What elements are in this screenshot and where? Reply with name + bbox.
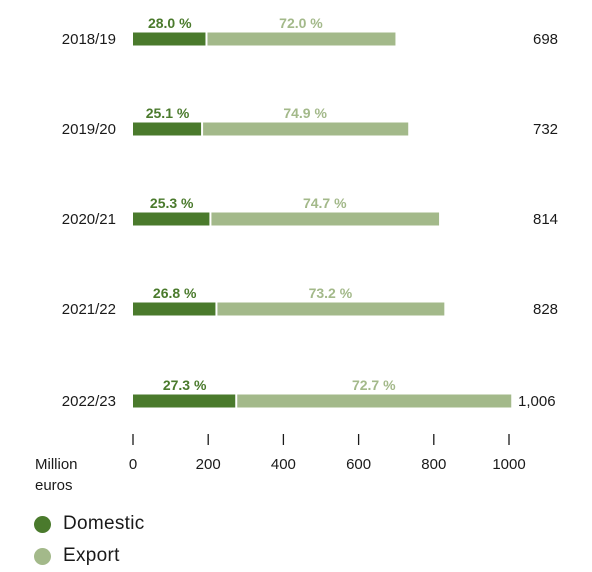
total-label-2020-21: 814 bbox=[533, 211, 558, 228]
category-label-2022-23: 2022/23 bbox=[62, 393, 116, 410]
bar-domestic-2020-21 bbox=[133, 212, 211, 226]
legend-item-domestic: Domestic bbox=[34, 508, 145, 540]
share-label-export-2022-23: 72.7 % bbox=[352, 377, 396, 393]
share-label-domestic-2021-22: 26.8 % bbox=[153, 285, 197, 301]
bar-export-2018-19 bbox=[206, 32, 396, 46]
bar-export-2021-22 bbox=[216, 302, 445, 316]
share-label-export-2019-20: 74.9 % bbox=[283, 105, 327, 121]
legend-item-export: Export bbox=[34, 540, 145, 572]
export-swatch-icon bbox=[34, 547, 51, 565]
bar-export-2019-20 bbox=[202, 122, 409, 136]
x-axis-label-line-1: Million bbox=[35, 456, 78, 473]
total-label-2022-23: 1,006 bbox=[518, 393, 556, 410]
x-tick-label-800: 800 bbox=[421, 456, 446, 473]
chart-rows: 2018/19 28.0 % 72.0 % 698 2019/20 25.1 % 74.9 … bbox=[62, 15, 558, 410]
x-axis-label-line-2: euros bbox=[35, 477, 73, 494]
bar-domestic-2019-20 bbox=[133, 122, 203, 136]
share-label-domestic-2022-23: 27.3 % bbox=[163, 377, 207, 393]
legend-label-export: Export bbox=[63, 545, 120, 566]
x-tick-label-1000: 1000 bbox=[492, 456, 525, 473]
share-label-domestic-2018-19: 28.0 % bbox=[148, 15, 192, 31]
bar-domestic-2022-23 bbox=[133, 394, 237, 408]
bar-export-2020-21 bbox=[210, 212, 440, 226]
x-axis: 0 200 400 600 800 1000 bbox=[129, 434, 526, 473]
share-label-domestic-2019-20: 25.1 % bbox=[146, 105, 190, 121]
share-label-export-2021-22: 73.2 % bbox=[309, 285, 353, 301]
x-tick-label-200: 200 bbox=[196, 456, 221, 473]
x-tick-label-400: 400 bbox=[271, 456, 296, 473]
share-label-domestic-2020-21: 25.3 % bbox=[150, 195, 194, 211]
total-label-2019-20: 732 bbox=[533, 121, 558, 138]
x-tick-label-0: 0 bbox=[129, 456, 137, 473]
category-label-2018-19: 2018/19 bbox=[62, 31, 116, 48]
share-label-export-2018-19: 72.0 % bbox=[279, 15, 323, 31]
share-label-export-2020-21: 74.7 % bbox=[303, 195, 347, 211]
legend-label-domestic: Domestic bbox=[63, 513, 145, 534]
bar-domestic-2018-19 bbox=[133, 32, 207, 46]
total-label-2021-22: 828 bbox=[533, 301, 558, 318]
category-label-2019-20: 2019/20 bbox=[62, 121, 116, 138]
stacked-bar-chart: 2018/19 28.0 % 72.0 % 698 2019/20 25.1 % 74.9 … bbox=[35, 15, 558, 494]
category-label-2020-21: 2020/21 bbox=[62, 211, 116, 228]
domestic-swatch-icon bbox=[34, 515, 51, 533]
bar-export-2022-23 bbox=[236, 394, 512, 408]
legend: Domestic Export bbox=[34, 508, 145, 572]
bar-domestic-2021-22 bbox=[133, 302, 217, 316]
x-tick-label-600: 600 bbox=[346, 456, 371, 473]
total-label-2018-19: 698 bbox=[533, 31, 558, 48]
category-label-2021-22: 2021/22 bbox=[62, 301, 116, 318]
